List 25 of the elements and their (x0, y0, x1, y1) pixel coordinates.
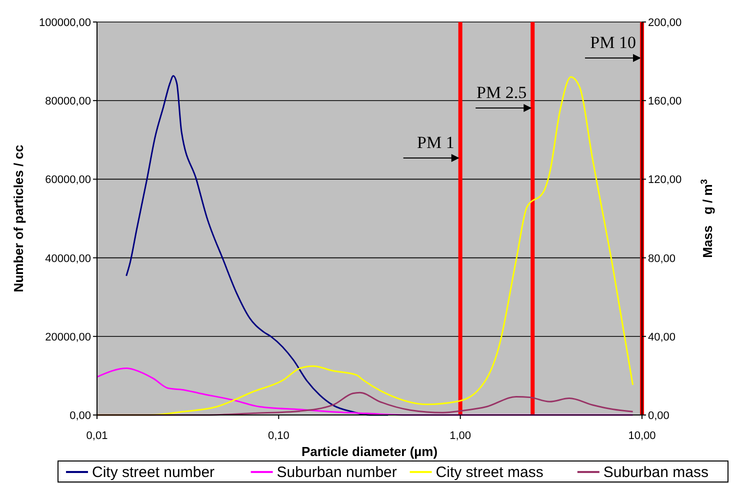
legend-label: City street mass (436, 464, 544, 481)
x-tick-label: 1,00 (450, 430, 472, 442)
legend-label: Suburban mass (603, 464, 708, 481)
legend-label: Suburban number (276, 464, 397, 481)
y2-tick-label: 120,00 (648, 174, 682, 186)
y-tick-label: 80000,00 (45, 96, 91, 108)
x-axis-title: Particle diameter (µm) (301, 444, 438, 459)
y2-tick-label: 0,00 (648, 410, 670, 422)
y2-tick-label: 40,00 (648, 331, 676, 344)
ref-line-label: PM 1 (417, 133, 454, 152)
x-tick-label: 0,01 (86, 430, 108, 442)
x-tick-label: 0,10 (268, 430, 290, 442)
y2-tick-label: 160,00 (648, 96, 682, 108)
y-tick-label: 100000,00 (39, 17, 91, 29)
ref-line-label: PM 10 (590, 33, 636, 52)
y-tick-label: 60000,00 (45, 174, 91, 186)
ref-line-label: PM 2.5 (476, 83, 527, 102)
y-tick-label: 0,00 (70, 410, 91, 422)
legend-label: City street number (92, 464, 215, 481)
y2-tick-label: 200,00 (648, 17, 682, 29)
y-tick-label: 40000,00 (45, 252, 91, 265)
x-tick-label: 10,00 (628, 430, 656, 442)
y2-tick-label: 80,00 (648, 252, 676, 265)
y-tick-label: 20000,00 (45, 331, 91, 344)
y-axis-title: Number of particles / cc (11, 144, 26, 292)
